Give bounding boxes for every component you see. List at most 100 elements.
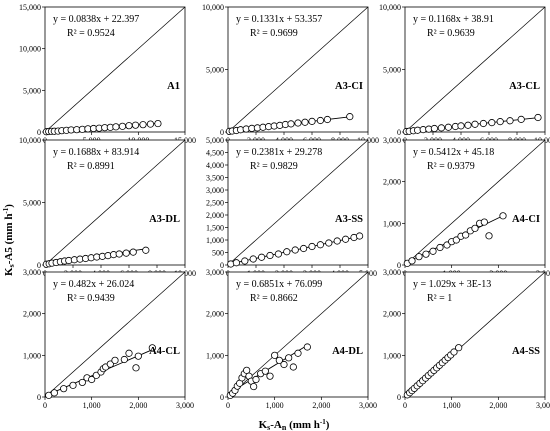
r-squared: R² = 0.9639 xyxy=(427,28,475,39)
data-point xyxy=(154,119,162,128)
data-point xyxy=(232,259,240,267)
data-point xyxy=(471,224,479,232)
data-point xyxy=(112,123,120,131)
chart-panel: 0 1,000 2,000 3,000 0 1,000 2,000 3,000 y = 0.68… xyxy=(206,268,377,410)
y-tick-label: 1,000 xyxy=(383,351,401,360)
x-tick-label: 2,000 xyxy=(489,401,507,410)
y-tick-label: 2,000 xyxy=(206,310,224,319)
y-tick-label: 0 xyxy=(220,128,224,137)
one-to-one-line xyxy=(44,139,186,266)
regression-equation: y = 0.6851x + 76.099 xyxy=(236,279,322,290)
chart-panel: 0 1,000 2,000 3,000 0 1,000 2,000 3,000 y = 0.48… xyxy=(23,268,194,410)
data-point xyxy=(499,212,507,220)
y-tick-label: 5,000 xyxy=(206,136,224,145)
data-point xyxy=(146,120,155,128)
panel-label: A4-CI xyxy=(512,214,540,225)
y-tick-label: 0 xyxy=(220,261,224,270)
data-point xyxy=(291,246,299,254)
data-point xyxy=(252,375,260,384)
data-point xyxy=(271,351,279,359)
data-point xyxy=(134,352,142,360)
data-point xyxy=(355,232,364,240)
data-point xyxy=(480,218,488,226)
y-tick-label: 10,000 xyxy=(19,136,41,145)
data-point xyxy=(299,244,308,253)
x-tick-label: 3,000 xyxy=(176,401,194,410)
y-tick-label: 0 xyxy=(37,128,41,137)
data-point xyxy=(450,348,458,356)
data-point xyxy=(341,235,350,243)
data-point xyxy=(111,356,119,364)
data-point xyxy=(303,343,311,351)
y-tick-label: 3,000 xyxy=(383,268,401,277)
chart-panel: 02,0004,0006,0008,00010,00005,00010,000y… xyxy=(379,3,550,145)
r-squared: R² = 1 xyxy=(427,293,452,304)
y-tick-label: 0 xyxy=(397,261,401,270)
data-point xyxy=(148,344,156,352)
y-tick-label: 0 xyxy=(37,261,41,270)
y-tick-label: 500 xyxy=(212,249,224,258)
data-point xyxy=(485,232,493,240)
y-tick-label: 2,000 xyxy=(383,178,401,187)
y-tick-label: 5,000 xyxy=(383,66,401,75)
data-point xyxy=(517,115,525,123)
data-point xyxy=(118,122,127,130)
data-point xyxy=(50,389,58,397)
r-squared: R² = 0.9699 xyxy=(250,28,298,39)
r-squared: R² = 0.9439 xyxy=(67,293,115,304)
data-point xyxy=(106,360,114,368)
y-tick-label: 3,500 xyxy=(206,174,224,183)
data-point xyxy=(266,251,274,260)
y-axis-title: Ks-A5 (mm h-1) xyxy=(2,204,16,276)
panel-label: A1 xyxy=(167,81,180,92)
data-point xyxy=(69,381,77,389)
panel-label: A3-CI xyxy=(335,81,363,92)
data-point xyxy=(496,118,504,126)
x-tick-label: 0 xyxy=(43,401,47,410)
y-tick-label: 5,000 xyxy=(23,86,41,95)
data-point xyxy=(444,123,452,131)
x-tick-label: 2,000 xyxy=(312,401,330,410)
r-squared: R² = 0.9524 xyxy=(67,28,115,39)
data-point xyxy=(436,243,444,252)
data-point xyxy=(120,355,128,364)
data-point xyxy=(289,363,297,371)
y-tick-label: 2,000 xyxy=(383,310,401,319)
y-tick-label: 0 xyxy=(37,393,41,402)
data-point xyxy=(241,257,249,265)
x-tick-label: 1,000 xyxy=(266,401,284,410)
y-tick-label: 2,000 xyxy=(23,310,41,319)
data-point xyxy=(266,372,274,380)
panel-label: A3-SS xyxy=(335,214,363,225)
y-tick-label: 10,000 xyxy=(202,3,224,12)
data-point xyxy=(294,119,302,127)
regression-equation: y = 0.0838x + 22.397 xyxy=(53,14,139,25)
x-tick-label: 1,000 xyxy=(83,401,101,410)
y-tick-label: 0 xyxy=(397,393,401,402)
r-squared: R² = 0.9829 xyxy=(250,161,298,172)
panel-label: A4-SS xyxy=(512,346,540,357)
y-tick-label: 3,000 xyxy=(206,268,224,277)
data-point xyxy=(316,116,324,125)
x-tick-label: 0 xyxy=(403,401,407,410)
data-point xyxy=(488,119,496,127)
panel-label: A4-CL xyxy=(149,346,180,357)
chart-panel: 01,0002,0003,0004,0005,00005001,0001,500… xyxy=(206,136,377,278)
data-point xyxy=(125,122,133,130)
data-point xyxy=(308,117,316,125)
data-point xyxy=(280,360,288,369)
data-point xyxy=(429,247,437,255)
data-point xyxy=(457,122,465,130)
r-squared: R² = 0.8662 xyxy=(250,293,298,304)
data-point xyxy=(462,231,470,239)
data-point xyxy=(283,248,291,256)
data-point xyxy=(308,242,316,251)
regression-equation: y = 1.029x + 3E-13 xyxy=(413,279,491,290)
y-tick-label: 1,000 xyxy=(383,219,401,228)
data-point xyxy=(88,375,96,384)
data-point xyxy=(287,120,295,128)
data-point xyxy=(139,121,147,129)
data-point xyxy=(132,364,140,372)
